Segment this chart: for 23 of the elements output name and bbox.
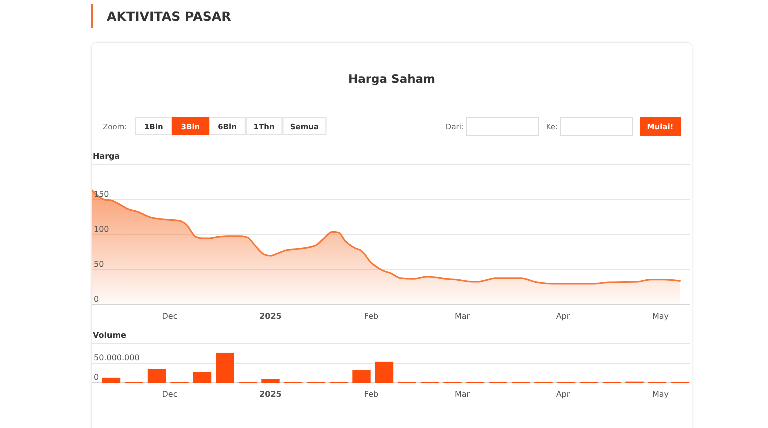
y-tick-label: 0: [94, 295, 100, 304]
x-tick-label: Mar: [454, 390, 471, 399]
chart-title: AKTIVITAS PASAR: [107, 9, 232, 24]
x-tick-label: Apr: [556, 312, 571, 321]
y-tick-label: 50: [94, 260, 104, 269]
y-tick-label: 100: [94, 225, 110, 234]
x-tick-label: Feb: [364, 390, 379, 399]
y-axis-title: Volume: [93, 331, 128, 340]
x-tick-label: Dec: [162, 390, 178, 399]
x-tick-label: 2025: [260, 312, 282, 321]
date-field[interactable]: [466, 118, 540, 136]
x-tick-label: May: [652, 312, 670, 321]
y-tick-label: 50.000.000: [94, 354, 140, 362]
x-tick-label: Dec: [162, 312, 178, 321]
x-tick-label: May: [652, 390, 670, 399]
chart-subtitle: Harga Saham: [348, 72, 436, 86]
x-tick-label: Feb: [364, 312, 379, 321]
date-field[interactable]: [560, 118, 634, 136]
x-tick-label: Mar: [454, 312, 471, 321]
y-axis-title: Harga: [93, 152, 120, 161]
x-tick-label: 2025: [260, 390, 282, 399]
x-tick-label: Apr: [556, 390, 571, 399]
y-tick-label: 0: [94, 373, 100, 382]
